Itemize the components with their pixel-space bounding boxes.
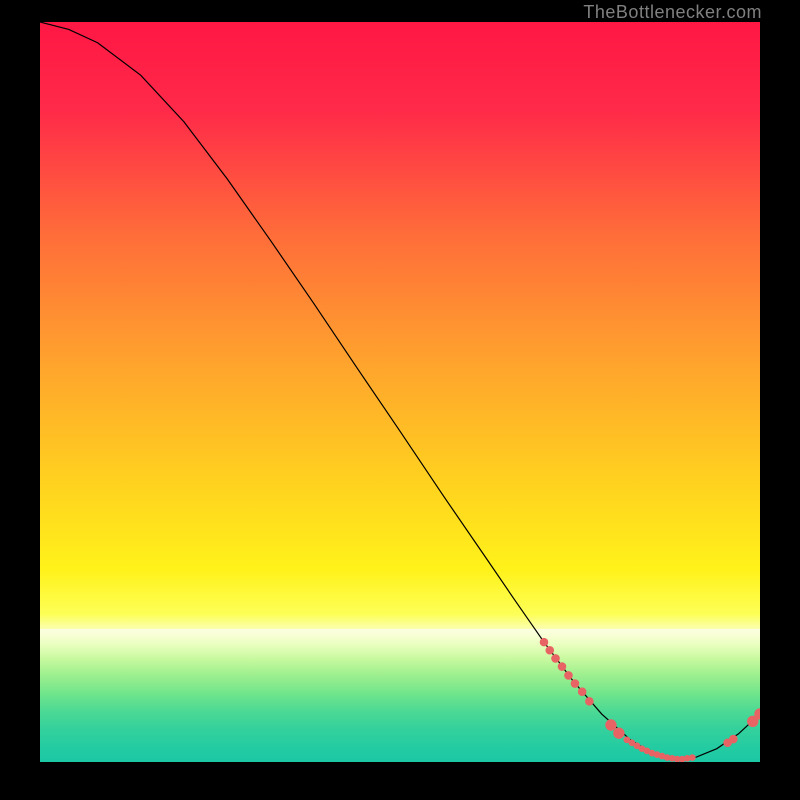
line-chart-svg [40,22,760,762]
marker-upper [565,672,573,680]
marker-upper [540,638,548,646]
marker-lower-in [614,728,624,738]
plot-area [40,22,760,762]
marker-bottom [689,755,695,761]
marker-upper [571,680,579,688]
marker-upper [558,663,566,671]
chart-container: { "watermark": { "text": "TheBottlenecke… [0,0,800,800]
bottleneck-curve [40,22,760,759]
marker-lower-in [606,720,616,730]
marker-upper [586,698,594,706]
watermark-text: TheBottlenecker.com [583,2,762,23]
marker-right-pair [730,735,738,743]
marker-upper [546,646,554,654]
marker-upper [552,655,560,663]
marker-upper [578,688,586,696]
